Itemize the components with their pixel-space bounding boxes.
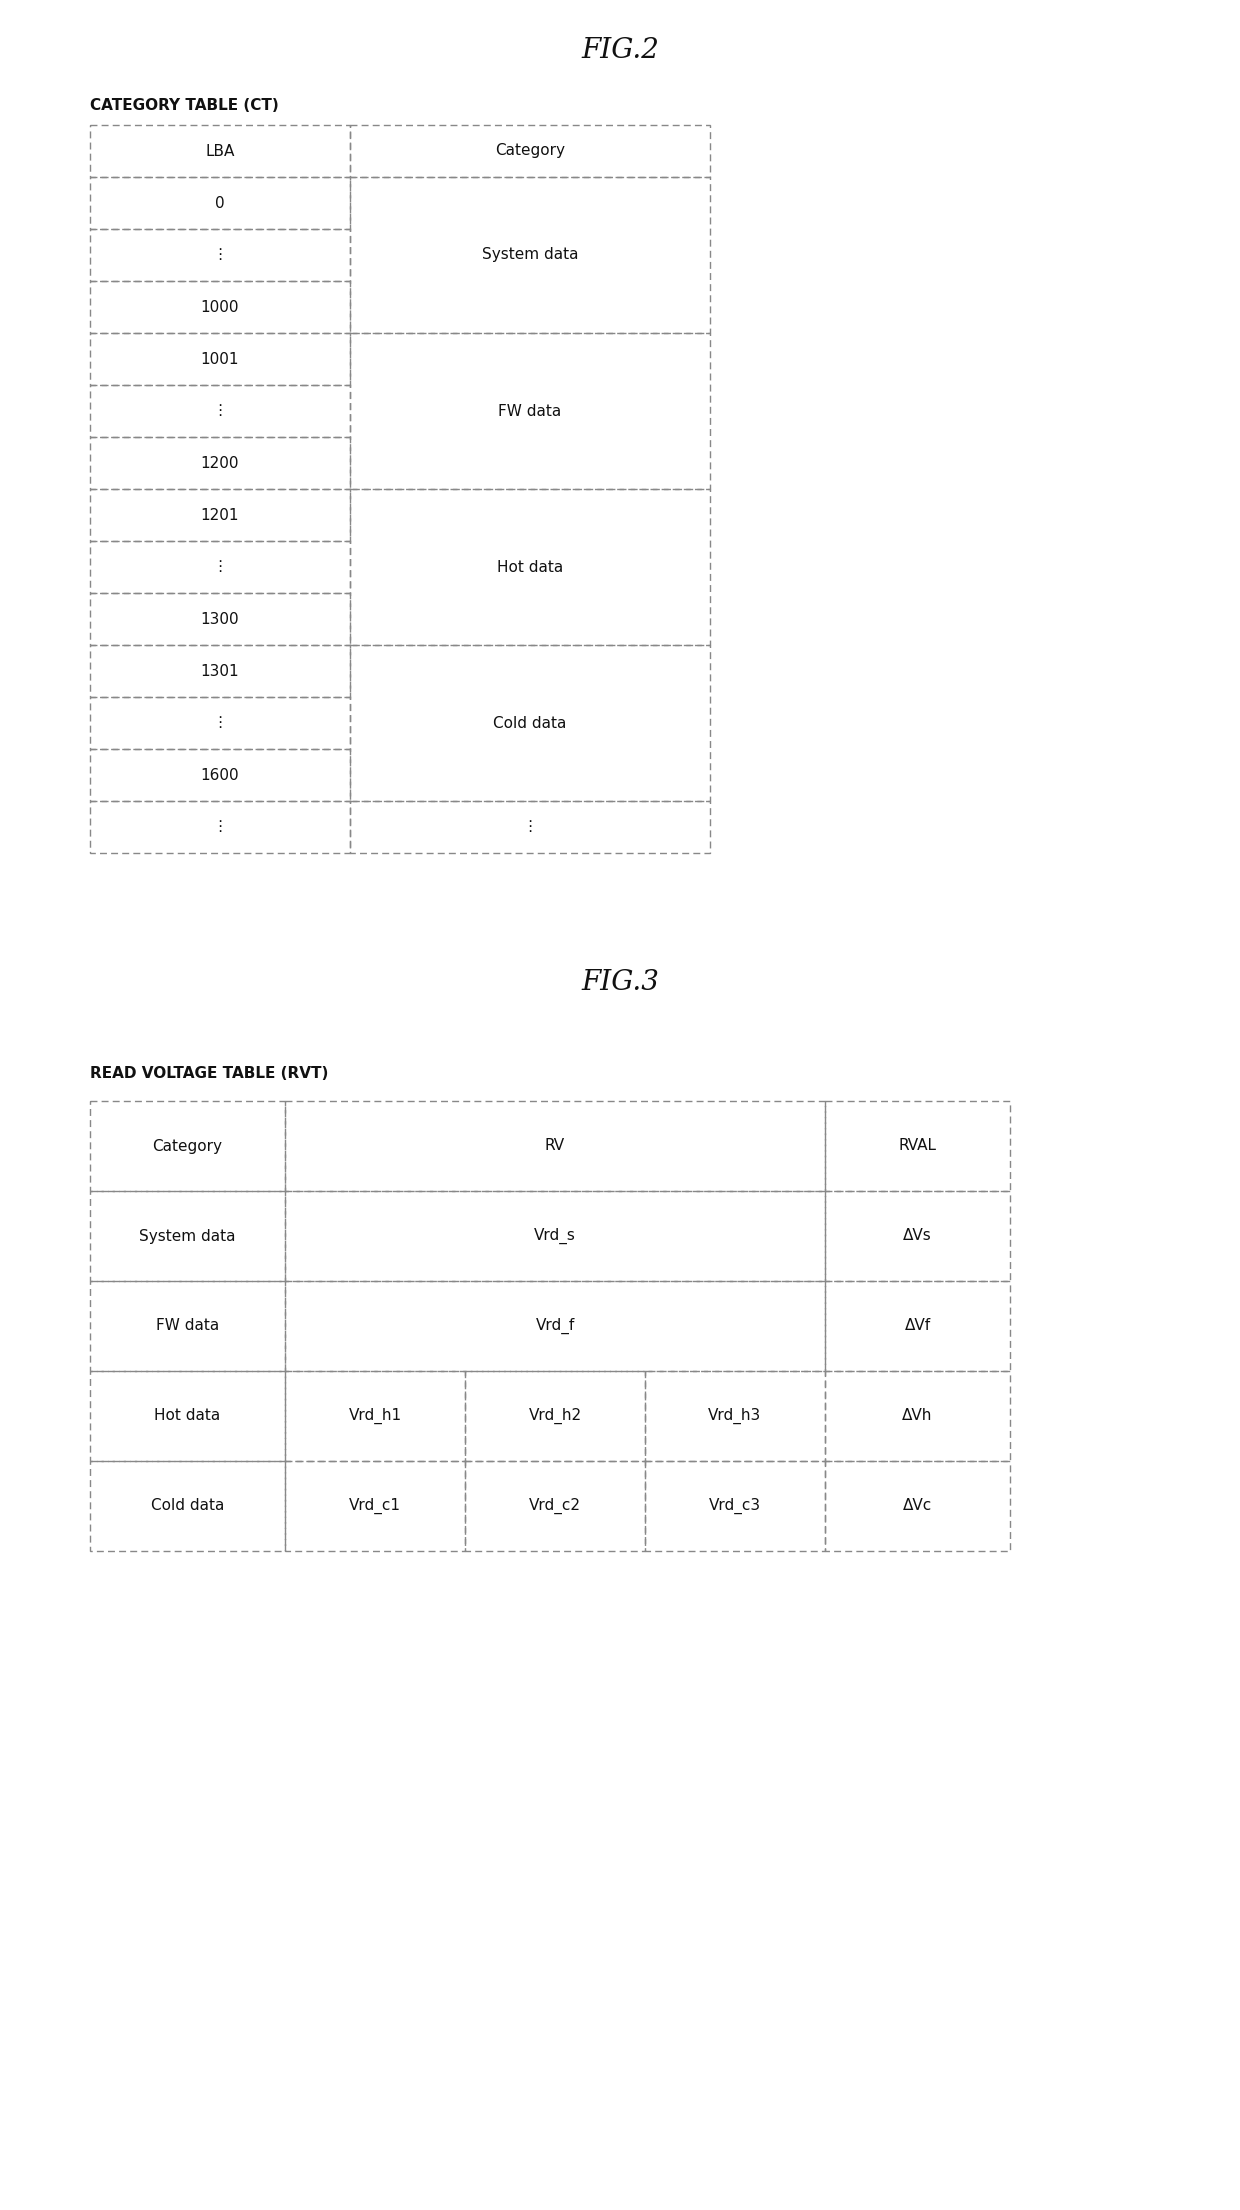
Text: FW data: FW data [498, 404, 562, 418]
Bar [91, 281, 350, 334]
Text: 1200: 1200 [201, 455, 239, 471]
Text: ΔVc: ΔVc [903, 1498, 932, 1514]
Bar [91, 1101, 285, 1191]
Bar [645, 1461, 825, 1551]
Text: Category: Category [495, 144, 565, 159]
Text: Category: Category [153, 1138, 222, 1154]
Text: CATEGORY TABLE (CT): CATEGORY TABLE (CT) [91, 97, 279, 113]
Bar [350, 800, 711, 853]
Bar [91, 385, 350, 438]
Text: ⋮: ⋮ [212, 248, 228, 263]
Bar [285, 1461, 465, 1551]
Text: ΔVs: ΔVs [903, 1229, 932, 1244]
Text: ⋮: ⋮ [212, 820, 228, 835]
Bar [91, 645, 350, 696]
Bar [825, 1370, 1011, 1461]
Text: ⋮: ⋮ [212, 716, 228, 732]
Text: 1300: 1300 [201, 612, 239, 625]
Bar [285, 1282, 825, 1370]
Bar [91, 749, 350, 800]
Text: Vrd_s: Vrd_s [534, 1229, 575, 1244]
Text: Vrd_h1: Vrd_h1 [348, 1408, 402, 1423]
Bar [91, 488, 350, 541]
Text: 1001: 1001 [201, 351, 239, 367]
Bar [350, 126, 711, 177]
Text: Cold data: Cold data [494, 716, 567, 732]
Text: Hot data: Hot data [154, 1408, 221, 1423]
Text: 1201: 1201 [201, 508, 239, 522]
Bar [91, 1191, 285, 1282]
Bar [91, 230, 350, 281]
Bar [825, 1282, 1011, 1370]
Bar [91, 177, 350, 230]
Text: 1000: 1000 [201, 301, 239, 314]
Bar [350, 334, 711, 488]
Text: Hot data: Hot data [497, 559, 563, 575]
Bar [285, 1370, 465, 1461]
Bar [825, 1101, 1011, 1191]
Text: ⋮: ⋮ [212, 404, 228, 418]
Bar [825, 1191, 1011, 1282]
Text: 1301: 1301 [201, 663, 239, 678]
Text: 1600: 1600 [201, 767, 239, 782]
Bar [91, 800, 350, 853]
Text: ⋮: ⋮ [212, 559, 228, 575]
Text: Vrd_h2: Vrd_h2 [528, 1408, 582, 1423]
Text: RVAL: RVAL [899, 1138, 936, 1154]
Bar [91, 592, 350, 645]
Bar [825, 1461, 1011, 1551]
Bar [350, 488, 711, 645]
Bar [350, 177, 711, 334]
Text: Vrd_c1: Vrd_c1 [348, 1498, 401, 1514]
Bar [465, 1461, 645, 1551]
Text: Vrd_c2: Vrd_c2 [529, 1498, 582, 1514]
Text: LBA: LBA [206, 144, 234, 159]
Bar [91, 126, 350, 177]
Text: RV: RV [544, 1138, 565, 1154]
Text: Vrd_f: Vrd_f [536, 1317, 574, 1335]
Bar [91, 1282, 285, 1370]
Text: READ VOLTAGE TABLE (RVT): READ VOLTAGE TABLE (RVT) [91, 1065, 329, 1081]
Text: ΔVh: ΔVh [903, 1408, 932, 1423]
Text: FIG.2: FIG.2 [582, 38, 658, 64]
Bar [91, 1461, 285, 1551]
Text: Vrd_h3: Vrd_h3 [708, 1408, 761, 1423]
Text: FIG.3: FIG.3 [582, 970, 658, 997]
Bar [285, 1101, 825, 1191]
Bar [465, 1370, 645, 1461]
Bar [91, 696, 350, 749]
Bar [91, 334, 350, 385]
Bar [91, 1370, 285, 1461]
Text: ⋮: ⋮ [522, 820, 538, 835]
Text: System data: System data [139, 1229, 236, 1244]
Bar [350, 645, 711, 800]
Bar [285, 1191, 825, 1282]
Text: Vrd_c3: Vrd_c3 [709, 1498, 761, 1514]
Bar [91, 541, 350, 592]
Text: Cold data: Cold data [151, 1498, 224, 1514]
Text: 0: 0 [216, 194, 224, 210]
Text: System data: System data [482, 248, 578, 263]
Bar [91, 438, 350, 488]
Text: ΔVf: ΔVf [904, 1319, 930, 1333]
Bar [645, 1370, 825, 1461]
Text: FW data: FW data [156, 1319, 219, 1333]
